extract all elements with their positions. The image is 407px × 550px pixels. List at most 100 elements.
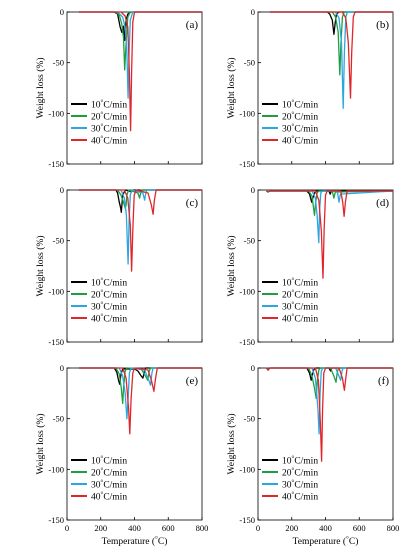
legend-label: 30°C/min xyxy=(282,123,318,135)
series-line xyxy=(269,11,393,76)
legend-label: 40°C/min xyxy=(91,491,127,503)
y-tick-label: -100 xyxy=(48,108,64,118)
legend-label: 30°C/min xyxy=(91,479,127,491)
y-tick-label: -50 xyxy=(53,414,64,424)
series-line xyxy=(269,11,393,35)
y-tick-label: -150 xyxy=(239,337,255,347)
plot-frame xyxy=(66,367,203,521)
y-tick-label: -100 xyxy=(239,286,255,296)
chart-panel-c: 0 -50 -100 -150 Weight loss (%) (c) 10°C/min20… xyxy=(35,185,203,347)
y-axis-title: Weight loss (%) xyxy=(226,236,237,297)
y-tick-label: -150 xyxy=(48,159,64,169)
y-tick-label: 0 xyxy=(251,185,255,195)
legend-label: 20°C/min xyxy=(282,289,318,301)
legend-label: 30°C/min xyxy=(282,479,318,491)
panel-label: (c) xyxy=(186,197,199,209)
series-line xyxy=(78,189,202,265)
x-tick-label: 400 xyxy=(319,523,332,533)
y-axis-title: Weight loss (%) xyxy=(35,236,46,297)
series-line xyxy=(78,367,202,435)
x-tick-label: 400 xyxy=(128,523,141,533)
legend-label: 20°C/min xyxy=(91,289,127,301)
y-tick-label: -100 xyxy=(48,464,64,474)
legend-label: 10°C/min xyxy=(91,455,127,467)
y-tick-label: -150 xyxy=(239,515,255,525)
series-line xyxy=(265,367,393,462)
y-tick-label: -100 xyxy=(239,464,255,474)
series-line xyxy=(78,11,202,132)
legend-label: 20°C/min xyxy=(91,467,127,479)
panel-label: (e) xyxy=(186,375,199,387)
legend-label: 40°C/min xyxy=(282,491,318,503)
series-line xyxy=(265,367,393,381)
y-tick-label: -100 xyxy=(239,108,255,118)
series-line xyxy=(78,367,202,405)
y-tick-label: -150 xyxy=(48,515,64,525)
legend-label: 10°C/min xyxy=(91,277,127,289)
legend-label: 40°C/min xyxy=(282,135,318,147)
chart-panel-d: 0 -50 -100 -150 Weight loss (%) (d) 10°C/min20… xyxy=(226,185,394,347)
chart-panel-b: 0 -50 -100 -150 Weight loss (%) (b) 10°C/min20… xyxy=(226,7,394,169)
series-line xyxy=(266,190,393,216)
y-tick-label: -50 xyxy=(53,236,64,246)
x-tick-label: 600 xyxy=(353,523,366,533)
x-axis-title: Temperature (°C) xyxy=(102,535,168,547)
series-line xyxy=(269,11,393,99)
x-tick-label: 600 xyxy=(162,523,175,533)
series-line xyxy=(78,367,202,420)
series-line xyxy=(265,367,393,400)
x-tick-label: 200 xyxy=(285,523,298,533)
legend-label: 10°C/min xyxy=(282,99,318,111)
y-tick-label: 0 xyxy=(251,363,255,373)
legend-label: 40°C/min xyxy=(91,313,127,325)
series-line xyxy=(78,11,202,99)
x-tick-label: 800 xyxy=(387,523,400,533)
panel-label: (a) xyxy=(186,19,199,31)
legend-label: 20°C/min xyxy=(91,111,127,123)
y-tick-label: -50 xyxy=(53,58,64,68)
legend-label: 20°C/min xyxy=(282,467,318,479)
y-tick-label: -100 xyxy=(48,286,64,296)
series-line xyxy=(78,11,202,42)
y-axis-title: Weight loss (%) xyxy=(226,414,237,475)
legend-label: 10°C/min xyxy=(282,455,318,467)
x-tick-label: 0 xyxy=(256,523,260,533)
legend-label: 30°C/min xyxy=(282,301,318,313)
plot-frame xyxy=(66,189,203,343)
y-tick-label: -50 xyxy=(244,414,255,424)
series-line xyxy=(266,190,393,279)
series-line xyxy=(78,189,202,272)
plot-frame xyxy=(66,11,203,165)
y-tick-label: -150 xyxy=(239,159,255,169)
y-tick-label: 0 xyxy=(251,7,255,17)
plot-frame xyxy=(257,11,394,165)
legend-label: 10°C/min xyxy=(282,277,318,289)
y-axis-title: Weight loss (%) xyxy=(35,58,46,119)
series-line xyxy=(78,11,202,71)
y-tick-label: -50 xyxy=(244,58,255,68)
y-tick-label: 0 xyxy=(60,363,64,373)
series-line xyxy=(265,367,393,435)
legend-label: 40°C/min xyxy=(91,135,127,147)
panel-label: (d) xyxy=(376,197,389,209)
series-line xyxy=(78,367,202,385)
legend-label: 20°C/min xyxy=(282,111,318,123)
plot-frame xyxy=(257,367,394,521)
y-tick-label: 0 xyxy=(60,185,64,195)
legend-label: 30°C/min xyxy=(91,301,127,313)
plot-frame xyxy=(257,189,394,343)
x-tick-label: 800 xyxy=(196,523,209,533)
y-tick-label: -150 xyxy=(48,337,64,347)
series-line xyxy=(266,190,393,244)
series-line xyxy=(269,11,393,109)
y-axis-title: Weight loss (%) xyxy=(35,414,46,475)
